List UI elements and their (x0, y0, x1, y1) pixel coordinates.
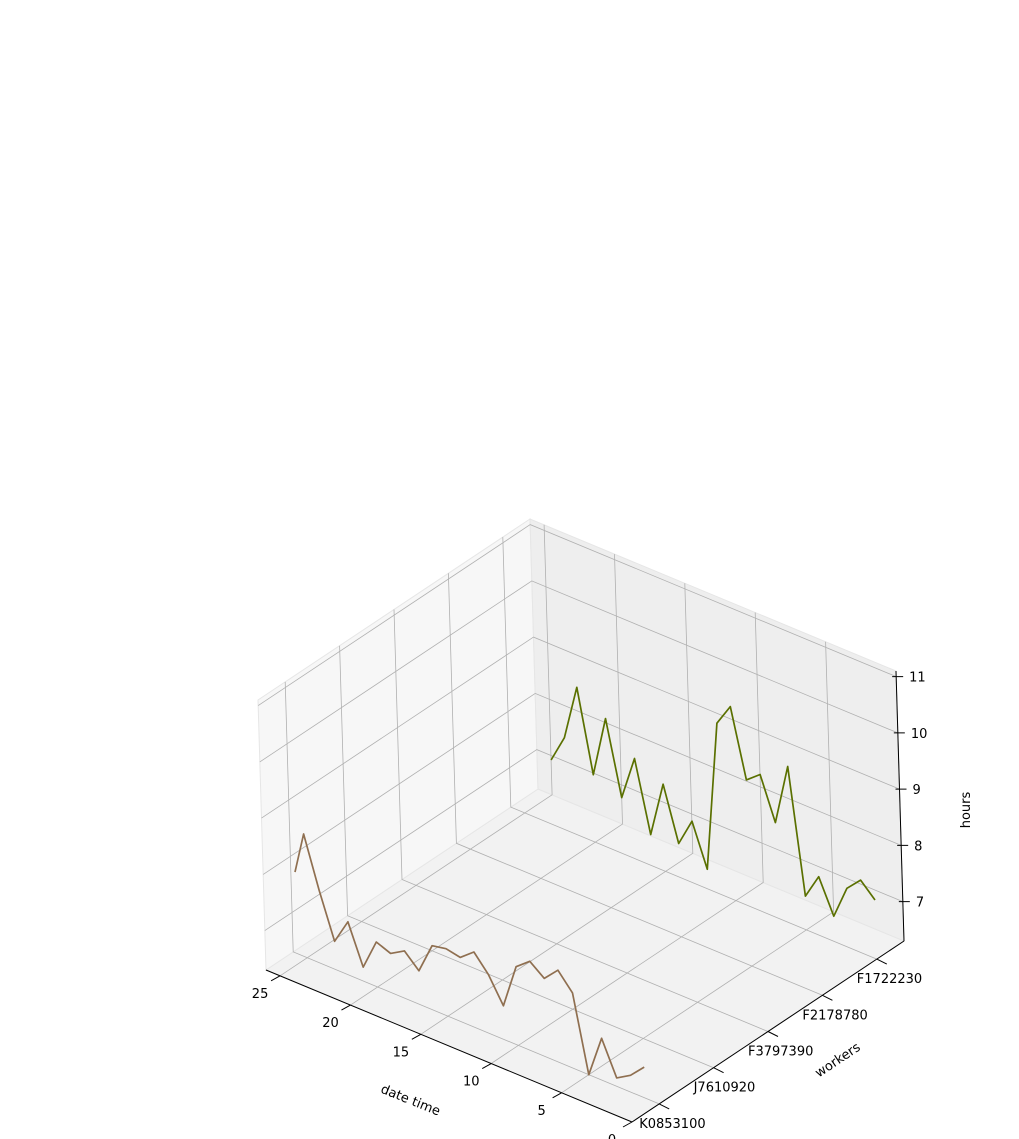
worker-tick-label: F3797390 (748, 1045, 813, 1060)
x-tick-label: 0 (608, 1133, 616, 1139)
grid-line-z (257, 524, 897, 706)
chart-tick-labels: 0 5 10 15 20 25 K0853100 J7610920 F3797390 F21787… (252, 671, 928, 1139)
z-tick-label: 7 (916, 896, 924, 911)
grid-line-worker (339, 645, 714, 1069)
grid-line-x (350, 554, 623, 1006)
chart-grid (257, 524, 905, 1123)
grid-line-x (561, 641, 835, 1094)
z-axis-label: hours (959, 792, 974, 829)
worker-tick-label: J7610920 (693, 1081, 756, 1096)
chart-axes (265, 670, 910, 1128)
grid-line-x (420, 583, 694, 1035)
series-line-f1722230 (550, 686, 876, 918)
x-tick-mark (341, 1004, 351, 1011)
worker-tick-label: F1722230 (857, 972, 922, 987)
worker-tick-label: F2178780 (802, 1008, 867, 1023)
z-axis-line (895, 670, 905, 942)
worker-tick-mark (767, 1031, 779, 1037)
x-tick-label: 10 (463, 1075, 480, 1090)
grid-line-z (264, 749, 903, 931)
x-tick-mark (270, 975, 281, 982)
x-tick-label: 5 (537, 1104, 545, 1119)
x-tick-mark (481, 1063, 492, 1069)
worker-tick-mark (658, 1103, 670, 1110)
x-tick-mark (411, 1033, 422, 1040)
worker-tick-label: K0853100 (639, 1117, 705, 1132)
grid-line-z (262, 692, 902, 875)
grid-line-worker (284, 681, 660, 1105)
z-tick-label: 10 (911, 727, 928, 742)
x-tick-mark (622, 1121, 633, 1128)
grid-line-worker (448, 573, 823, 996)
chart-series (294, 686, 876, 1079)
y-axis-label: workers (813, 1040, 864, 1081)
grid-line-z (261, 636, 900, 819)
grid-line-x (490, 612, 764, 1064)
grid-line-worker (393, 609, 769, 1032)
worker-tick-mark (713, 1067, 724, 1074)
x-axis-line (265, 969, 633, 1123)
worker-tick-mark (876, 958, 888, 965)
x-tick-label: 15 (393, 1045, 410, 1060)
x-tick-label: 25 (252, 987, 269, 1002)
x-tick-mark (552, 1092, 562, 1099)
z-tick-label: 9 (913, 783, 921, 798)
grid-line-x (279, 524, 553, 977)
z-tick-label: 11 (909, 671, 926, 686)
x-tick-label: 20 (322, 1016, 339, 1031)
grid-line-worker (502, 537, 877, 960)
grid-line-z (259, 580, 898, 763)
worker-tick-mark (822, 994, 833, 1001)
z-tick-label: 8 (914, 839, 922, 854)
x-axis-label: date time (378, 1082, 442, 1119)
series-line-k0853100 (294, 833, 645, 1079)
